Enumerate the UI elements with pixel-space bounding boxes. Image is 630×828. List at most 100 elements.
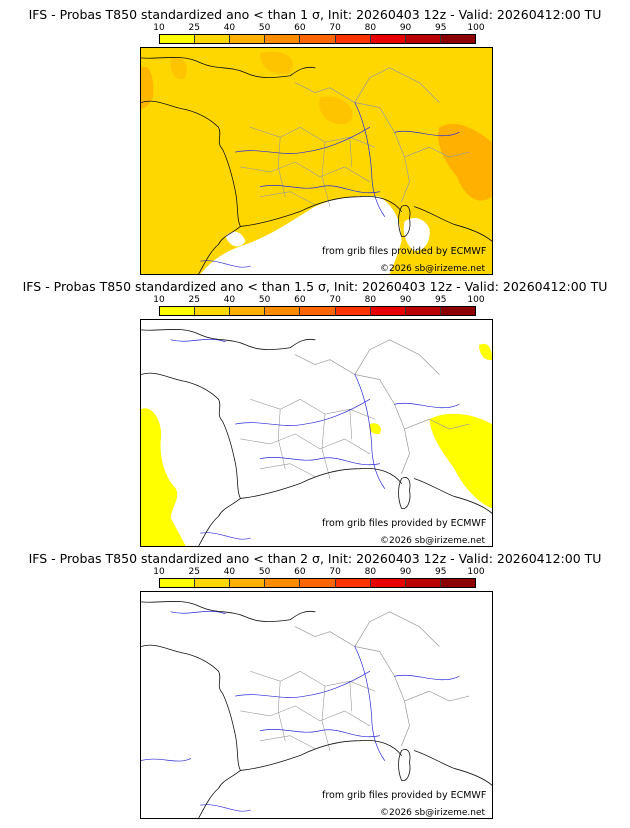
colorbar-segment bbox=[300, 579, 336, 587]
colorbar-tick-label: 50 bbox=[258, 295, 271, 305]
colorbar-tick-label: 90 bbox=[399, 295, 412, 305]
corsica-coast bbox=[398, 204, 411, 237]
colorbar-segment bbox=[300, 35, 336, 43]
credit-source: from grib files provided by ECMWF bbox=[322, 790, 487, 801]
colorbar-tick-label: 100 bbox=[467, 567, 485, 577]
colorbar-segment bbox=[440, 35, 475, 43]
credit-source: from grib files provided by ECMWF bbox=[322, 246, 487, 257]
region-borders bbox=[240, 671, 375, 751]
colorbar-ticks: 10 25 40 50 60 70 80 90 95 100 bbox=[153, 23, 484, 34]
corsica-coast bbox=[398, 476, 411, 509]
colorbar-tick-label: 90 bbox=[399, 23, 412, 33]
colorbar-tick-label: 95 bbox=[435, 567, 447, 577]
prob-patch-25-40 bbox=[141, 66, 154, 110]
colorbar-ticks: 10 25 40 50 60 70 80 90 95 100 bbox=[153, 567, 484, 578]
rivers bbox=[200, 102, 460, 268]
colorbar-tick-label: 80 bbox=[364, 295, 377, 305]
prob-patch-25-40 bbox=[260, 51, 293, 75]
probability-map bbox=[140, 591, 493, 819]
colorbar-tick-label: 95 bbox=[435, 23, 447, 33]
credit-source: from grib files provided by ECMWF bbox=[322, 518, 487, 529]
forecast-panel-1sigma: IFS - Probas T850 standardized ano < tha… bbox=[0, 0, 630, 276]
colorbar-segment bbox=[265, 35, 301, 43]
prob-patch-25-40 bbox=[319, 96, 353, 125]
coastline bbox=[141, 601, 492, 818]
coastline bbox=[141, 329, 492, 546]
colorbar-segment bbox=[160, 35, 196, 43]
prob-patch-10-25 bbox=[141, 408, 186, 546]
colorbar-segment bbox=[405, 35, 441, 43]
prob-patch-10-25 bbox=[429, 413, 492, 509]
colorbar-segment bbox=[335, 307, 371, 315]
colorbar-tick-label: 100 bbox=[467, 23, 485, 33]
colorbar-tick-label: 60 bbox=[294, 23, 306, 33]
colorbar-tick-label: 50 bbox=[258, 567, 271, 577]
colorbar-tick-label: 70 bbox=[329, 23, 341, 33]
probability-map bbox=[140, 319, 493, 547]
forecast-panel-1.5sigma: IFS - Probas T850 standardized ano < tha… bbox=[0, 272, 630, 548]
colorbar bbox=[159, 34, 476, 44]
colorbar-segment bbox=[230, 35, 266, 43]
colorbar-segment bbox=[440, 307, 475, 315]
coastline bbox=[141, 57, 492, 274]
panel-title: IFS - Probas T850 standardized ano < tha… bbox=[28, 7, 602, 22]
credit-site: ©2026 sb@irizeme.net bbox=[380, 536, 486, 546]
colorbar-segment bbox=[370, 307, 406, 315]
colorbar-segment bbox=[195, 35, 231, 43]
colorbar-segment bbox=[160, 579, 196, 587]
prob-patch-25-40 bbox=[170, 56, 187, 80]
prob-patch-10-25 bbox=[369, 423, 381, 435]
prob-zero-area bbox=[200, 195, 402, 274]
colorbar-tick-label: 100 bbox=[467, 295, 485, 305]
prob-patch-25-40 bbox=[437, 124, 492, 201]
corsica-coast bbox=[398, 748, 411, 781]
colorbar-tick-label: 25 bbox=[188, 567, 200, 577]
colorbar-segment bbox=[405, 307, 441, 315]
credit-site: ©2026 sb@irizeme.net bbox=[380, 264, 486, 274]
probability-map bbox=[140, 47, 493, 275]
colorbar-tick-label: 70 bbox=[329, 567, 341, 577]
colorbar-tick-label: 10 bbox=[153, 567, 165, 577]
prob-patch-10-25 bbox=[479, 343, 492, 360]
colorbar-tick-label: 60 bbox=[294, 567, 306, 577]
rivers bbox=[141, 610, 460, 812]
panel-title: IFS - Probas T850 standardized ano < tha… bbox=[22, 279, 608, 294]
prob-zero-area bbox=[225, 231, 246, 247]
colorbar-tick-label: 95 bbox=[435, 295, 447, 305]
colorbar-tick-label: 80 bbox=[364, 23, 377, 33]
colorbar-segment bbox=[335, 35, 371, 43]
colorbar-segment bbox=[195, 307, 231, 315]
country-borders bbox=[294, 611, 470, 746]
colorbar-tick-label: 40 bbox=[223, 23, 236, 33]
colorbar-segment bbox=[265, 579, 301, 587]
region-borders bbox=[240, 399, 375, 479]
colorbar bbox=[159, 578, 476, 588]
colorbar-tick-label: 40 bbox=[223, 295, 236, 305]
colorbar-segment bbox=[300, 307, 336, 315]
colorbar-tick-label: 70 bbox=[329, 295, 341, 305]
credit-site: ©2026 sb@irizeme.net bbox=[380, 808, 486, 818]
colorbar-segment bbox=[195, 579, 231, 587]
colorbar-tick-label: 90 bbox=[399, 567, 412, 577]
country-borders bbox=[294, 339, 470, 474]
colorbar-segment bbox=[160, 307, 196, 315]
region-borders bbox=[240, 127, 375, 207]
colorbar-segment bbox=[370, 579, 406, 587]
rivers bbox=[170, 338, 460, 540]
colorbar-ticks: 10 25 40 50 60 70 80 90 95 100 bbox=[153, 295, 484, 306]
colorbar-segment bbox=[440, 579, 475, 587]
colorbar-tick-label: 10 bbox=[153, 295, 165, 305]
colorbar-tick-label: 50 bbox=[258, 23, 271, 33]
forecast-panel-2sigma: IFS - Probas T850 standardized ano < tha… bbox=[0, 544, 630, 820]
colorbar-tick-label: 25 bbox=[188, 23, 200, 33]
colorbar bbox=[159, 306, 476, 316]
country-borders bbox=[294, 67, 470, 202]
colorbar-tick-label: 40 bbox=[223, 567, 236, 577]
colorbar-segment bbox=[230, 579, 266, 587]
colorbar-segment bbox=[335, 579, 371, 587]
panel-title: IFS - Probas T850 standardized ano < tha… bbox=[28, 551, 602, 566]
colorbar-tick-label: 60 bbox=[294, 295, 306, 305]
colorbar-tick-label: 25 bbox=[188, 295, 200, 305]
colorbar-tick-label: 80 bbox=[364, 567, 377, 577]
colorbar-tick-label: 10 bbox=[153, 23, 165, 33]
